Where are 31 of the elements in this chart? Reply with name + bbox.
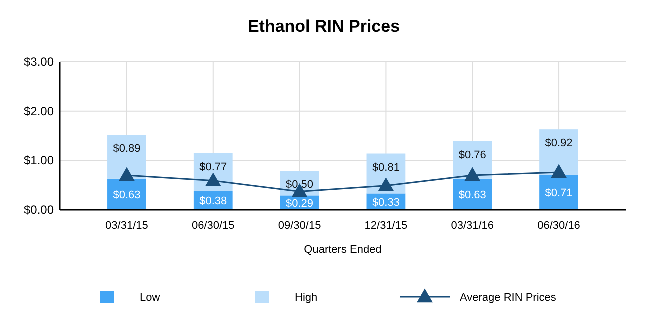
data-label: $0.81 xyxy=(372,162,400,174)
data-label: $0.33 xyxy=(372,196,400,209)
y-tick-label: $3.00 xyxy=(24,55,54,69)
legend-label: Low xyxy=(140,292,160,304)
legend-label: Average RIN Prices xyxy=(460,292,557,304)
data-label: $0.50 xyxy=(286,179,314,192)
x-tick-label: 06/30/15 xyxy=(192,220,235,232)
data-label: $0.29 xyxy=(286,198,314,210)
data-label: $0.63 xyxy=(458,189,486,202)
x-axis-title: Quarters Ended xyxy=(304,244,382,256)
point xyxy=(464,167,481,182)
point xyxy=(119,167,135,182)
data-label: $0.38 xyxy=(200,196,228,208)
legend-label: High xyxy=(295,292,318,304)
chart-title: Ethanol RIN Prices xyxy=(248,17,400,36)
y-tick-label: $0.00 xyxy=(24,203,54,217)
x-tick-label: 03/31/15 xyxy=(106,220,148,232)
data-label: $0.71 xyxy=(545,187,573,200)
point xyxy=(551,164,567,178)
x-tick-label: 12/31/15 xyxy=(364,220,408,232)
data-label: $0.92 xyxy=(545,138,573,150)
point xyxy=(378,178,394,192)
x-tick-label: 09/30/15 xyxy=(278,220,322,232)
y-tick-label: $1.00 xyxy=(24,154,54,168)
data-label: $0.76 xyxy=(458,149,486,162)
data-label: $0.63 xyxy=(113,189,141,202)
y-tick-label: $2.00 xyxy=(24,104,54,118)
data-label: $0.89 xyxy=(113,143,141,156)
data-label: $0.77 xyxy=(200,161,228,174)
x-tick-label: 06/30/16 xyxy=(538,220,580,232)
x-tick-label: 03/31/16 xyxy=(451,220,494,232)
